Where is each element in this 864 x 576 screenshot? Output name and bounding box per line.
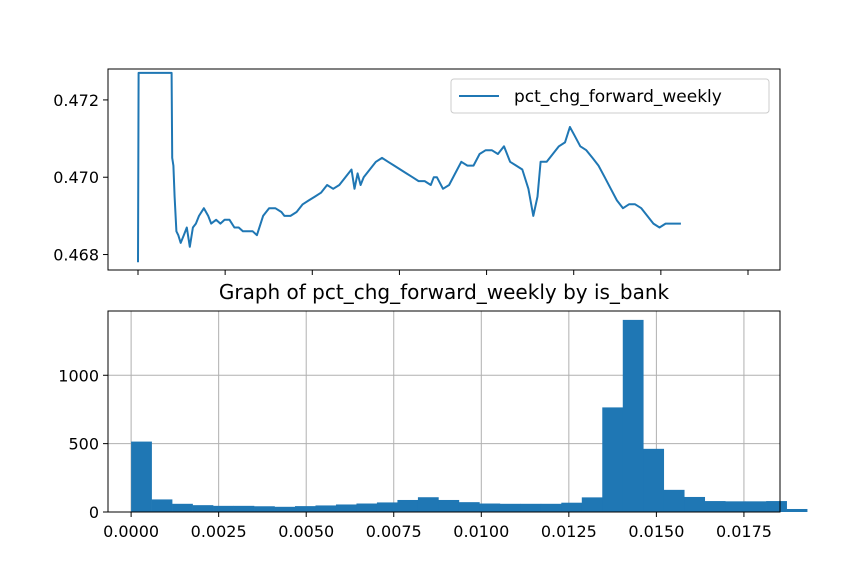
histogram-x-tick-label: 0.0100: [453, 522, 509, 541]
histogram-bar: [335, 504, 357, 512]
histogram-bar: [704, 501, 726, 512]
histogram-bar: [458, 502, 480, 512]
histogram-x-tick-label: 0.0000: [103, 522, 159, 541]
histogram-x-tick-label: 0.0025: [191, 522, 247, 541]
legend: pct_chg_forward_weekly: [450, 78, 770, 114]
histogram-bar: [499, 503, 521, 512]
histogram-y-tick-label: 0: [89, 503, 99, 522]
line-y-tick-label: 0.468: [53, 246, 99, 265]
histogram-bar: [254, 506, 275, 512]
line-chart-y-axis: 0.468 0.470 0.472: [53, 91, 108, 265]
histogram-bar: [295, 506, 316, 512]
histogram-bar: [356, 503, 378, 512]
histogram-bar: [643, 448, 665, 512]
histogram-bar: [131, 441, 152, 512]
histogram-bar: [233, 505, 255, 512]
histogram-bar: [786, 508, 808, 512]
histogram-x-tick-label: 0.0175: [716, 522, 772, 541]
histogram-bar: [397, 499, 419, 512]
histogram-bars: [131, 319, 808, 512]
series-line-pct-chg-forward-weekly: [137, 71, 681, 263]
histogram-bar: [376, 502, 398, 512]
histogram-bar: [622, 319, 644, 512]
legend-label: pct_chg_forward_weekly: [514, 87, 722, 107]
histogram-bar: [479, 503, 501, 512]
histogram-bar: [315, 505, 337, 512]
line-chart-panel: 0.468 0.470 0.472 pct_chg_forward_weekly: [53, 68, 781, 275]
histogram-bar: [745, 501, 767, 512]
histogram-bar: [602, 407, 624, 512]
line-chart-frame: [107, 68, 781, 271]
histogram-bar: [520, 503, 542, 512]
histogram-x-axis: 0.0000 0.0025 0.0050 0.0075 0.0100 0.0125 0.01…: [103, 512, 772, 541]
histogram-bar: [766, 501, 787, 512]
histogram-panel: Graph of pct_chg_forward_weekly by is_ba…: [58, 280, 808, 541]
histogram-y-tick-label: 1000: [58, 366, 99, 385]
histogram-bar: [192, 505, 214, 512]
line-y-tick-label: 0.472: [53, 91, 99, 110]
histogram-frame: [107, 310, 781, 513]
histogram-bar: [274, 506, 296, 512]
histogram-y-axis: 0 500 1000: [58, 366, 108, 522]
histogram-x-tick-label: 0.0150: [628, 522, 684, 541]
histogram-bar: [213, 505, 234, 512]
histogram-bar: [581, 497, 603, 512]
histogram-bar: [725, 501, 746, 512]
histogram-bar: [151, 499, 173, 512]
histogram-x-tick-label: 0.0050: [278, 522, 334, 541]
histogram-bar: [172, 503, 193, 512]
line-chart-x-axis: [137, 270, 749, 275]
histogram-bar: [540, 503, 562, 512]
histogram-x-tick-label: 0.0075: [366, 522, 422, 541]
histogram-bar: [684, 496, 706, 512]
legend-box: [450, 78, 770, 114]
histogram-bar: [663, 489, 685, 512]
histogram-y-tick-label: 500: [68, 435, 99, 454]
histogram-bar: [417, 497, 439, 512]
histogram-title: Graph of pct_chg_forward_weekly by is_ba…: [219, 280, 670, 304]
histogram-bar: [438, 499, 460, 512]
histogram-x-tick-label: 0.0125: [541, 522, 597, 541]
line-y-tick-label: 0.470: [53, 168, 99, 187]
line-chart-marks: [137, 71, 681, 263]
histogram-bar: [561, 502, 583, 512]
